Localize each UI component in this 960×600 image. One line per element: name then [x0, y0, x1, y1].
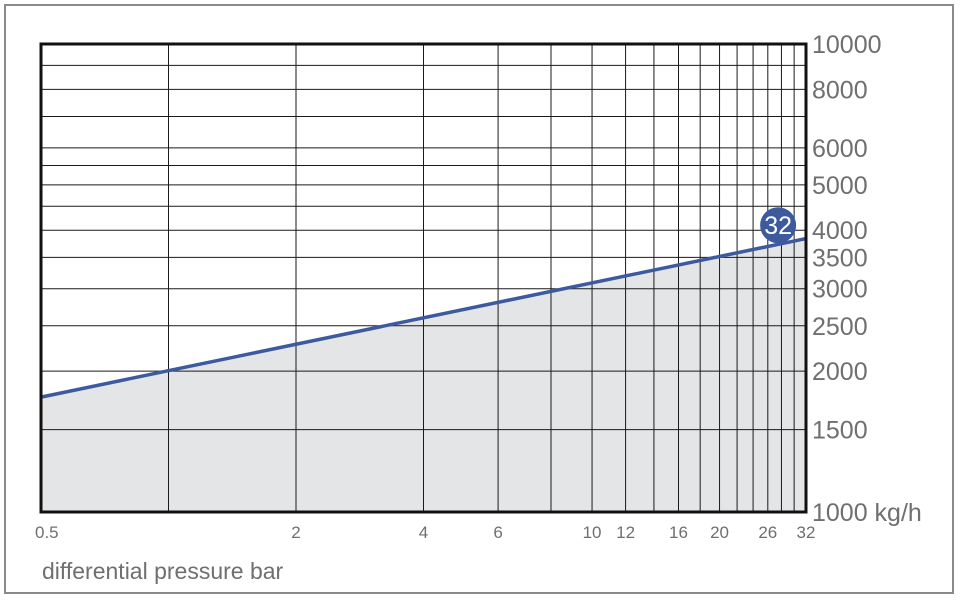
y-tick-label: 2500 [812, 313, 868, 341]
x-axis-label: differential pressure bar [42, 558, 284, 584]
series-badge-label: 32 [764, 212, 792, 240]
x-tick-label: 32 [797, 523, 816, 542]
y-tick-label: 3500 [812, 244, 868, 272]
series-badge-circle [760, 207, 797, 244]
x-tick-label: 2 [291, 523, 300, 542]
y-tick-label: 3000 [812, 276, 868, 304]
y-tick-label: 2000 [812, 358, 868, 386]
x-tick-labels: 0.5 2 4 6 10 12 16 20 26 32 [35, 523, 815, 542]
x-tick-label: 10 [583, 523, 602, 542]
y-tick-label: 4000 [812, 217, 868, 245]
y-tick-label: 1500 [812, 417, 868, 445]
x-tick-label: 6 [493, 523, 502, 542]
y-tick-label: 6000 [812, 135, 868, 163]
x-tick-label: 26 [758, 523, 777, 542]
chart-frame [4, 4, 954, 594]
x-tick-label: 0.5 [35, 523, 59, 542]
y-tick-label: 8000 [812, 76, 868, 104]
series-badge-32: 32 [760, 207, 797, 244]
plot-border [39, 42, 808, 514]
y-tick-label: 5000 [812, 172, 868, 200]
x-tick-label: 16 [669, 523, 688, 542]
y-tick-label: 1000 kg/h [812, 499, 922, 527]
y-tick-label: 10000 [812, 31, 882, 59]
x-tick-label: 12 [616, 523, 635, 542]
x-tick-label: 20 [710, 523, 729, 542]
x-tick-label: 4 [419, 523, 428, 542]
series-line-32 [40, 236, 807, 399]
